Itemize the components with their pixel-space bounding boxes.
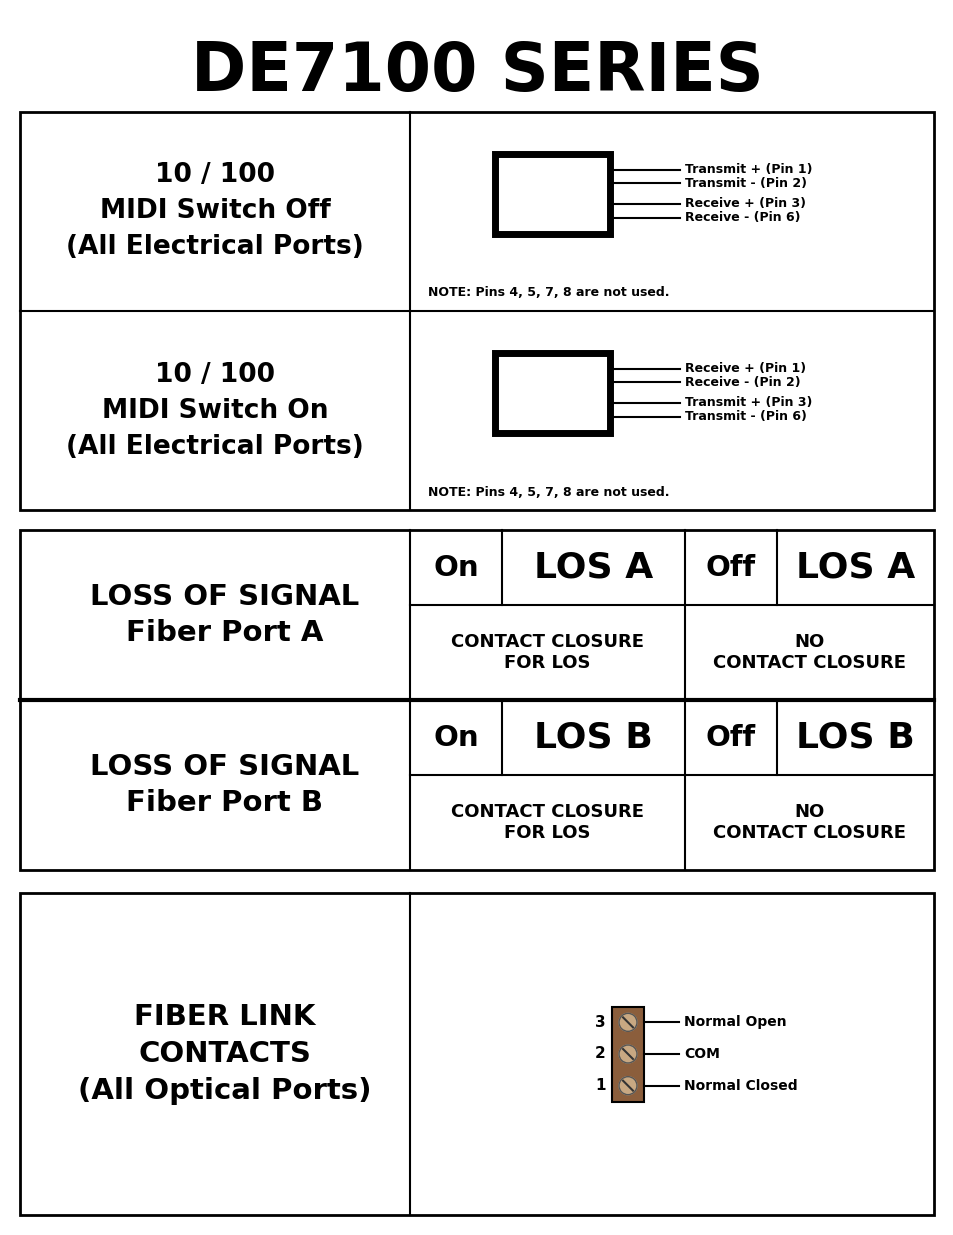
Text: On: On bbox=[433, 724, 478, 752]
Text: COM: COM bbox=[683, 1047, 720, 1061]
Text: Normal Closed: Normal Closed bbox=[683, 1078, 797, 1093]
Text: NOTE: Pins 4, 5, 7, 8 are not used.: NOTE: Pins 4, 5, 7, 8 are not used. bbox=[428, 485, 669, 499]
Bar bbox=[495, 153, 609, 233]
Text: Transmit + (Pin 3): Transmit + (Pin 3) bbox=[684, 396, 812, 409]
Text: Off: Off bbox=[705, 724, 755, 752]
Text: NO
CONTACT CLOSURE: NO CONTACT CLOSURE bbox=[712, 803, 905, 842]
Text: Receive + (Pin 3): Receive + (Pin 3) bbox=[684, 198, 805, 210]
Text: 10 / 100
MIDI Switch On
(All Electrical Ports): 10 / 100 MIDI Switch On (All Electrical … bbox=[66, 362, 363, 459]
Text: Receive + (Pin 1): Receive + (Pin 1) bbox=[684, 362, 805, 375]
Text: 2: 2 bbox=[595, 1046, 605, 1062]
Text: NO
CONTACT CLOSURE: NO CONTACT CLOSURE bbox=[712, 634, 905, 672]
Bar bbox=[612, 1007, 643, 1102]
Circle shape bbox=[618, 1077, 637, 1094]
Text: 10 / 100
MIDI Switch Off
(All Electrical Ports): 10 / 100 MIDI Switch Off (All Electrical… bbox=[66, 163, 363, 261]
Text: NOTE: Pins 4, 5, 7, 8 are not used.: NOTE: Pins 4, 5, 7, 8 are not used. bbox=[428, 287, 669, 300]
Text: On: On bbox=[433, 553, 478, 582]
Text: 3: 3 bbox=[595, 1015, 605, 1030]
Text: Normal Open: Normal Open bbox=[683, 1015, 786, 1029]
Text: LOS A: LOS A bbox=[534, 551, 653, 584]
Text: LOS A: LOS A bbox=[795, 551, 914, 584]
Circle shape bbox=[618, 1045, 637, 1063]
Text: Receive - (Pin 6): Receive - (Pin 6) bbox=[684, 211, 800, 224]
Text: CONTACT CLOSURE
FOR LOS: CONTACT CLOSURE FOR LOS bbox=[451, 803, 643, 842]
Text: Transmit - (Pin 6): Transmit - (Pin 6) bbox=[684, 410, 806, 424]
Text: LOSS OF SIGNAL
Fiber Port A: LOSS OF SIGNAL Fiber Port A bbox=[91, 583, 359, 647]
Text: CONTACT CLOSURE
FOR LOS: CONTACT CLOSURE FOR LOS bbox=[451, 634, 643, 672]
Text: DE7100 SERIES: DE7100 SERIES bbox=[191, 40, 762, 105]
Text: FIBER LINK
CONTACTS
(All Optical Ports): FIBER LINK CONTACTS (All Optical Ports) bbox=[78, 1003, 372, 1105]
Bar bbox=[20, 530, 933, 869]
Text: 1: 1 bbox=[595, 1078, 605, 1093]
Bar bbox=[495, 352, 609, 432]
Text: LOSS OF SIGNAL
Fiber Port B: LOSS OF SIGNAL Fiber Port B bbox=[91, 752, 359, 818]
Circle shape bbox=[618, 1014, 637, 1031]
Text: Transmit - (Pin 2): Transmit - (Pin 2) bbox=[684, 177, 806, 190]
Text: Transmit + (Pin 1): Transmit + (Pin 1) bbox=[684, 163, 812, 177]
Text: LOS B: LOS B bbox=[795, 720, 914, 755]
Bar bbox=[20, 893, 933, 1215]
Text: LOS B: LOS B bbox=[534, 720, 652, 755]
Bar bbox=[20, 112, 933, 510]
Text: Off: Off bbox=[705, 553, 755, 582]
Text: Receive - (Pin 2): Receive - (Pin 2) bbox=[684, 375, 800, 389]
